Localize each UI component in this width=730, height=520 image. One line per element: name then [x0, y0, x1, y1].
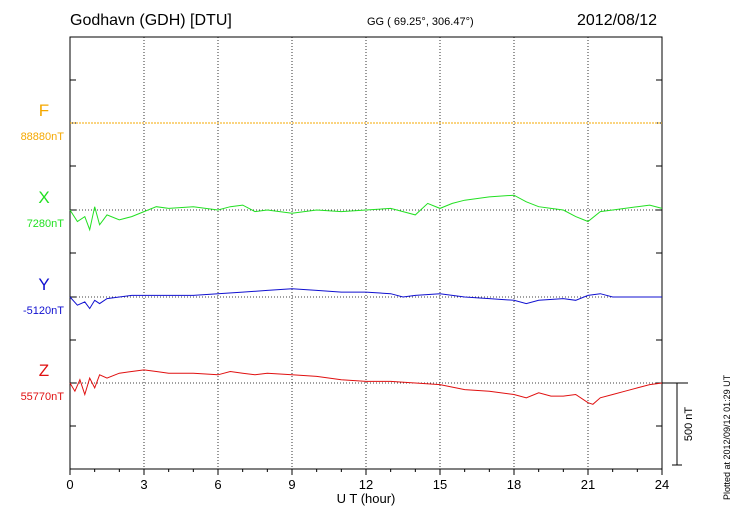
series-line-x	[69, 194, 663, 232]
x-tick-label: 0	[66, 477, 73, 492]
series-baseline-f: 88880nT	[21, 131, 65, 143]
series-name-x: X	[38, 188, 49, 207]
series-line-z	[69, 369, 663, 405]
x-tick-label: 24	[655, 477, 669, 492]
x-tick-label: 9	[288, 477, 295, 492]
scale-bar-label: 500 nT	[683, 407, 695, 442]
date-label: 2012/08/12	[577, 12, 658, 29]
station-title: Godhavn (GDH) [DTU]	[70, 12, 232, 29]
geographic-coordinates: GG ( 69.25°, 306.47°)	[367, 16, 474, 28]
series-baseline-z: 55770nT	[21, 391, 65, 403]
series-baseline-x: 7280nT	[27, 218, 65, 230]
series-name-z: Z	[39, 361, 49, 380]
series-line-y	[69, 288, 662, 310]
x-tick-label: 3	[140, 477, 147, 492]
series-name-y: Y	[38, 275, 49, 294]
x-axis-label: U T (hour)	[337, 491, 396, 506]
x-tick-label: 12	[359, 477, 373, 492]
series-baseline-y: -5120nT	[23, 305, 64, 317]
series-name-f: F	[39, 101, 49, 120]
x-tick-label: 6	[214, 477, 221, 492]
x-tick-label: 15	[433, 477, 447, 492]
x-tick-label: 21	[581, 477, 595, 492]
x-tick-label: 18	[507, 477, 521, 492]
